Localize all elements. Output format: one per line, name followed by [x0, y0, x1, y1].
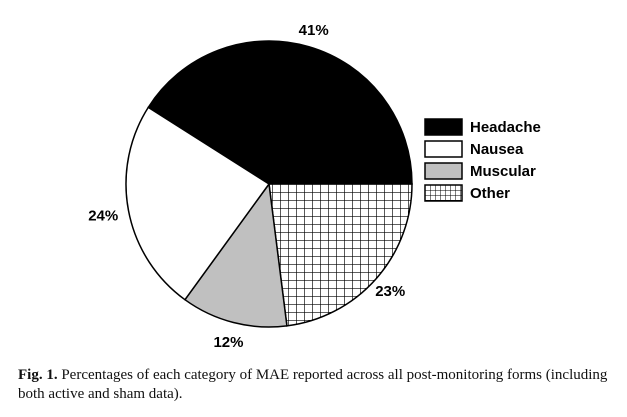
pie-slice-other	[268, 183, 413, 327]
legend-swatch-other	[424, 184, 463, 202]
percent-label-other: 23%	[375, 283, 405, 300]
legend-swatch-headache	[424, 118, 463, 136]
legend-label-nausea: Nausea	[470, 141, 524, 158]
legend-swatch-nausea	[424, 140, 463, 158]
percent-labels: 41% 23% 12% 24%	[88, 22, 405, 351]
pie-slices	[125, 40, 413, 328]
legend-swatch-muscular	[424, 162, 463, 180]
figure-caption: Fig. 1. Percentages of each category of …	[18, 366, 618, 404]
caption-text: Percentages of each category of MAE repo…	[18, 367, 608, 402]
pie-slice-headache	[147, 40, 413, 185]
pie-slice-nausea	[125, 106, 271, 301]
percent-label-headache: 41%	[299, 22, 329, 39]
percent-label-muscular: 12%	[213, 334, 243, 351]
caption-label: Fig. 1.	[18, 367, 58, 383]
pie-slice-muscular	[183, 182, 288, 328]
legend-label-headache: Headache	[470, 119, 541, 136]
legend-label-other: Other	[470, 185, 510, 202]
pie-chart: 41% 23% 12% 24% Headache Nausea Muscular Other	[88, 22, 541, 351]
legend-label-muscular: Muscular	[470, 163, 536, 180]
legend: Headache Nausea Muscular Other	[424, 118, 541, 202]
percent-label-nausea: 24%	[88, 208, 118, 225]
